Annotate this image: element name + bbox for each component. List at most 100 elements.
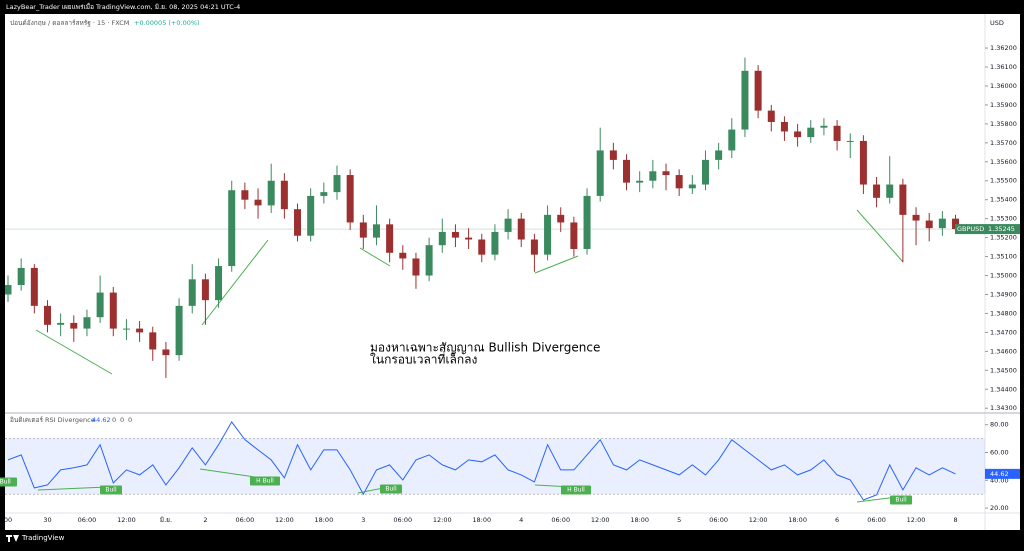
candle-body: [544, 214, 552, 255]
x-tick-label: 06:00: [709, 516, 728, 524]
x-tick-label: 00: [4, 516, 12, 524]
rsi-line: [7, 420, 956, 501]
candle-body: [675, 175, 683, 189]
candle-body: [583, 195, 591, 249]
candle-body: [794, 131, 802, 138]
candle-body: [215, 266, 223, 301]
y-tick-label: 1.34500: [990, 366, 1017, 374]
y-tick-label: 1.35800: [990, 120, 1017, 128]
candle-body: [478, 239, 486, 255]
y-tick-label: 1.35700: [990, 139, 1017, 147]
y-tick-label: 80.00: [990, 421, 1009, 429]
annotation: มองหาเฉพาะสัญญาณ Bullish Divergence: [370, 341, 600, 355]
candle-body: [5, 285, 12, 295]
x-tick-label: 18:00: [788, 516, 807, 524]
y-tick-label: 1.36000: [990, 82, 1017, 90]
y-tick-label: 1.34800: [990, 309, 1017, 317]
currency: USD: [990, 19, 1004, 27]
candle-body: [109, 292, 117, 329]
x-tick-label: 18:00: [472, 516, 491, 524]
candle-body: [96, 292, 104, 318]
trendline: [856, 209, 904, 263]
last-price: 1.35245: [988, 225, 1015, 233]
x-tick-label: 3: [361, 516, 365, 524]
signal-label: H Bull: [256, 478, 274, 485]
candle-body: [912, 214, 920, 221]
candle-body: [557, 214, 565, 223]
price-pane: [5, 57, 960, 378]
candle-body: [741, 70, 749, 130]
x-tick-label: 06:00: [78, 516, 97, 524]
rsi-extra: 0: [128, 416, 132, 424]
y-tick-label: 1.35300: [990, 215, 1017, 223]
trendline: [534, 255, 579, 274]
candle-body: [530, 239, 538, 255]
candle-body: [228, 190, 236, 267]
candle-body: [780, 121, 788, 132]
candle-body: [938, 218, 946, 229]
candle-body: [688, 184, 696, 189]
candle-body: [241, 190, 249, 200]
x-tick-label: 2: [203, 516, 207, 524]
rsi-value: 44.62: [92, 416, 111, 424]
signal-box: [100, 485, 122, 495]
rsi-title: อินดิเคเตอร์ RSI Divergence: [10, 416, 95, 424]
divergence-line: [37, 486, 108, 491]
candle-body: [162, 349, 170, 356]
candle-body: [820, 125, 828, 128]
candle-body: [517, 218, 525, 240]
candle-body: [873, 184, 881, 198]
candle-body: [175, 305, 183, 356]
candle-body: [254, 199, 262, 206]
x-tick-label: 12:00: [591, 516, 610, 524]
y-tick-label: 1.35200: [990, 234, 1017, 242]
candle-body: [188, 279, 196, 306]
y-tick-label: 1.36200: [990, 44, 1017, 52]
x-tick-label: 12:00: [117, 516, 136, 524]
candle-body: [807, 127, 815, 138]
candle-body: [636, 180, 644, 183]
x-tick-label: 06:00: [393, 516, 412, 524]
divergence-lines: [35, 209, 904, 375]
candle-body: [596, 150, 604, 196]
candle-body: [70, 322, 78, 329]
x-tick-label: 12:00: [275, 516, 294, 524]
rsi-extra: 0: [120, 416, 124, 424]
candle-body: [201, 279, 209, 301]
candle-body: [57, 322, 65, 325]
y-tick-label: 1.34900: [990, 290, 1017, 298]
y-tick-label: 1.35500: [990, 177, 1017, 185]
candle-body: [925, 220, 933, 229]
y-tick-label: 20.00: [990, 504, 1009, 512]
x-tick-label: 12:00: [749, 516, 768, 524]
axes: 1.34300 1.34400 1.34500 1.34600 1.34700 1.348…: [0, 44, 1020, 524]
signal-label: Bull: [895, 497, 907, 504]
candle-body: [17, 267, 25, 285]
signal-box: [380, 484, 402, 494]
signal-box: [561, 485, 591, 495]
candle-body: [346, 175, 354, 223]
y-tick-label: 1.35000: [990, 272, 1017, 280]
signal-box: [0, 477, 17, 487]
candle-body: [859, 140, 867, 185]
candle-body: [372, 224, 380, 238]
signal-label: H Bull: [567, 487, 585, 494]
candle-body: [30, 267, 38, 306]
symbol-label: GBPUSD: [957, 225, 984, 233]
y-tick-label: 1.34600: [990, 347, 1017, 355]
subtitle: ปอนด์อังกฤษ / ดอลลาร์สหรัฐ · 15 · FXCM: [10, 19, 129, 27]
candle-body: [267, 180, 275, 206]
rsi-last: 44.62: [990, 470, 1009, 478]
candle-body: [386, 224, 394, 253]
candle-body: [491, 231, 499, 255]
x-tick-label: 18:00: [314, 516, 333, 524]
rsi-band: [5, 438, 985, 495]
header: LazyBear_Trader เผยแพร่เมื่อ TradingView…: [6, 2, 240, 11]
last-price-line: [5, 228, 985, 230]
candle-body: [715, 150, 723, 160]
y-tick-label: 1.35400: [990, 196, 1017, 204]
x-tick-label: 06:00: [236, 516, 255, 524]
candle-body: [438, 231, 446, 246]
brand: TradingView: [21, 534, 65, 542]
